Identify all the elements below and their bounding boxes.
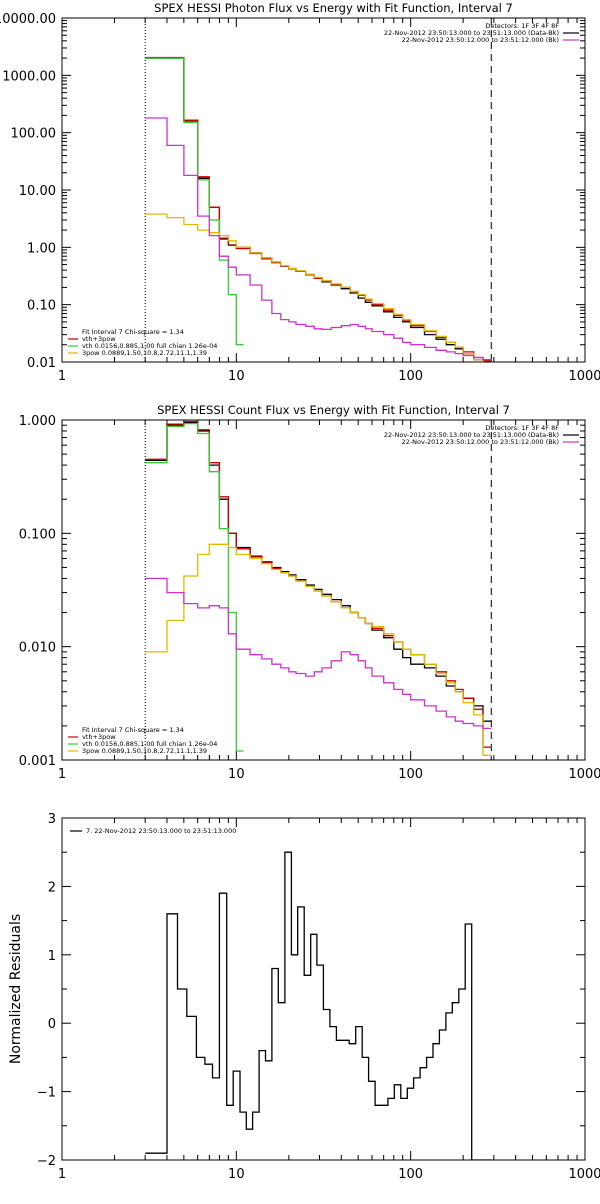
series-line-1 bbox=[145, 851, 492, 1160]
x-tick-label: 100 bbox=[398, 369, 423, 384]
legend-entry: Fit Interval 7 Chi-square = 1.34 bbox=[82, 328, 184, 336]
y-tick-label: 2 bbox=[48, 880, 56, 895]
chart-title: SPEX HESSI Photon Flux vs Energy with Fi… bbox=[154, 1, 513, 15]
y-tick-label: 100.00 bbox=[11, 127, 57, 142]
legend-entry: 3pow 0.0889,1.50,10.8,2.72,11.1,1.39 bbox=[82, 349, 207, 357]
y-axis-label: Normalized Residuals bbox=[8, 914, 24, 1064]
y-tick-label: 0 bbox=[48, 1017, 56, 1032]
x-tick-label: 100 bbox=[398, 767, 423, 782]
y-tick-label: −2 bbox=[37, 1154, 56, 1169]
series-group bbox=[145, 420, 492, 756]
chart-panel-1: SPEX HESSI Photon Flux vs Energy with Fi… bbox=[0, 1, 600, 384]
series-line-4 bbox=[145, 213, 484, 362]
legend-entry: vth 0.0156,0.885,1.00 full chian 1.26e-0… bbox=[82, 740, 217, 748]
series-line-5 bbox=[145, 117, 492, 361]
legend-entry: 22-Nov-2012 23:50:13.000 to 23:51:13.000… bbox=[384, 431, 559, 439]
x-tick-label: 1000 bbox=[568, 1167, 600, 1182]
legend-entry: Detectors: 1F 3F 4F 8F bbox=[485, 424, 559, 432]
series-group bbox=[145, 851, 492, 1160]
legend-entry: vth+3pow bbox=[82, 733, 116, 741]
y-tick-label: 1000.00 bbox=[2, 69, 56, 84]
x-tick-label: 1000 bbox=[568, 369, 600, 384]
x-tick-label: 10 bbox=[228, 767, 245, 782]
x-tick-label: 10 bbox=[228, 369, 245, 384]
y-tick-label: 0.10 bbox=[27, 299, 56, 314]
y-tick-label: 0.001 bbox=[19, 754, 56, 769]
y-tick-label: 0.010 bbox=[19, 641, 56, 656]
legend-entry: 22-Nov-2012 23:50:12.000 to 23:51:12.000… bbox=[402, 36, 559, 44]
series-group bbox=[145, 56, 492, 362]
chart-title: SPEX HESSI Count Flux vs Energy with Fit… bbox=[157, 403, 510, 417]
series-line-3 bbox=[145, 57, 244, 346]
y-tick-label: 3 bbox=[48, 812, 56, 827]
y-tick-label: 10000.00 bbox=[0, 12, 56, 27]
legend-entry: Detectors: 1F 3F 4F 8F bbox=[485, 22, 559, 30]
series-line-3 bbox=[145, 422, 244, 752]
y-tick-label: 1.000 bbox=[19, 414, 56, 429]
y-tick-label: 1.00 bbox=[27, 241, 56, 256]
legend-entry: vth 0.0156,0.885,1.00 full chian 1.26e-0… bbox=[82, 342, 217, 350]
legend-entry: vth+3pow bbox=[82, 335, 116, 343]
y-tick-label: 10.00 bbox=[19, 184, 56, 199]
plot-frame bbox=[61, 419, 586, 761]
chart-panel-2: SPEX HESSI Count Flux vs Energy with Fit… bbox=[19, 403, 600, 782]
x-tick-label: 1 bbox=[58, 767, 66, 782]
x-tick-label: 1 bbox=[58, 369, 66, 384]
legend-entry: 22-Nov-2012 23:50:12.000 to 23:51:12.000… bbox=[402, 438, 559, 446]
x-tick-label: 1000 bbox=[568, 767, 600, 782]
x-tick-label: 10 bbox=[228, 1167, 245, 1182]
x-tick-label: 100 bbox=[398, 1167, 423, 1182]
series-line-5 bbox=[145, 577, 492, 730]
x-tick-label: 1 bbox=[58, 1167, 66, 1182]
y-tick-label: 0.01 bbox=[27, 356, 56, 371]
legend-entry: 7. 22-Nov-2012 23:50:13.000 to 23:51:13.… bbox=[86, 827, 236, 835]
legend-entry: 3pow 0.0889,1.50,10.8,2.72,11.1,1.39 bbox=[82, 747, 207, 755]
series-line-4 bbox=[145, 543, 492, 756]
legend-entry: 22-Nov-2012 23:50:13.000 to 23:51:13.000… bbox=[384, 29, 559, 37]
y-tick-label: 1 bbox=[48, 949, 56, 964]
y-tick-label: 0.100 bbox=[19, 527, 56, 542]
y-tick-label: −1 bbox=[37, 1086, 56, 1101]
legend-entry: Fit Interval 7 Chi-square = 1.34 bbox=[82, 726, 184, 734]
plot-frame bbox=[61, 17, 586, 363]
series-line-2 bbox=[145, 420, 492, 748]
